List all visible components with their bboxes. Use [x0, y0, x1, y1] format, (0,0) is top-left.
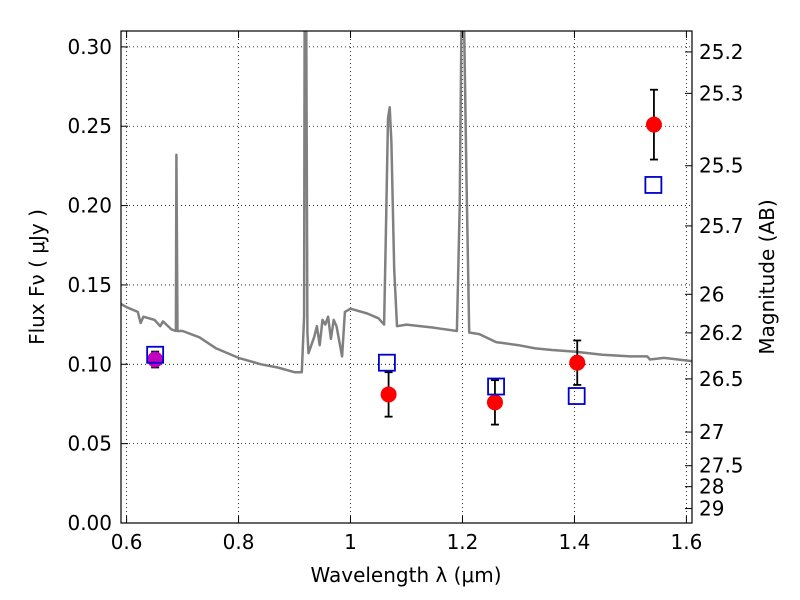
x-tick-label: 0.6	[111, 530, 143, 554]
model-photometry-square	[644, 176, 663, 194]
model-photometry-square	[146, 345, 165, 364]
y-tick-label: 0.05	[67, 432, 112, 456]
y-tick-label: 0.30	[67, 35, 112, 59]
right-tick-label: 25.7	[699, 214, 744, 238]
right-tick-label: 27.5	[699, 454, 744, 478]
right-tick-label: 25.5	[699, 154, 744, 178]
right-tick-label: 27	[699, 420, 724, 444]
model-photometry-square	[487, 377, 505, 396]
data-layer	[121, 31, 692, 426]
x-axis-label: Wavelength λ (μm)	[310, 563, 501, 587]
x-tick-label: 1.4	[559, 530, 591, 554]
y-axis-label-left: Flux Fν ( μJy )	[25, 209, 49, 345]
observed-point-magenta	[147, 351, 164, 368]
observed-point	[645, 116, 662, 133]
model-photometry-square	[567, 387, 586, 405]
tick-layer: 0.6 0.8 1 1.2 1.4 1.6 0.00 0.05 0.10 0.15 0.20 0.25…	[67, 31, 744, 554]
right-tick-label: 25.2	[699, 40, 744, 64]
y-axis-label-right: Magnitude (AB)	[755, 199, 779, 354]
right-tick-label: 25.3	[699, 81, 744, 105]
grid-layer	[121, 31, 692, 523]
y-tick-label: 0.15	[67, 273, 112, 297]
y-tick-label: 0.00	[67, 511, 112, 535]
y-tick-label: 0.20	[67, 194, 112, 218]
sed-model-line	[121, 31, 692, 374]
right-tick-label: 29	[699, 497, 724, 521]
model-photometry-square	[378, 353, 396, 372]
x-tick-label: 1.2	[447, 530, 479, 554]
x-tick-label: 1	[344, 530, 357, 554]
y-tick-label: 0.10	[67, 352, 112, 376]
observed-point	[380, 386, 397, 403]
right-tick-label: 28	[699, 475, 724, 499]
right-tick-label: 26	[699, 282, 724, 306]
observed-point	[486, 394, 503, 411]
observed-point	[569, 354, 586, 371]
plot-frame	[120, 30, 693, 524]
right-tick-label: 26.5	[699, 367, 744, 391]
right-tick-label: 26.2	[699, 321, 744, 345]
x-tick-label: 1.6	[670, 530, 702, 554]
x-tick-label: 0.8	[223, 530, 255, 554]
y-tick-label: 0.25	[67, 114, 112, 138]
